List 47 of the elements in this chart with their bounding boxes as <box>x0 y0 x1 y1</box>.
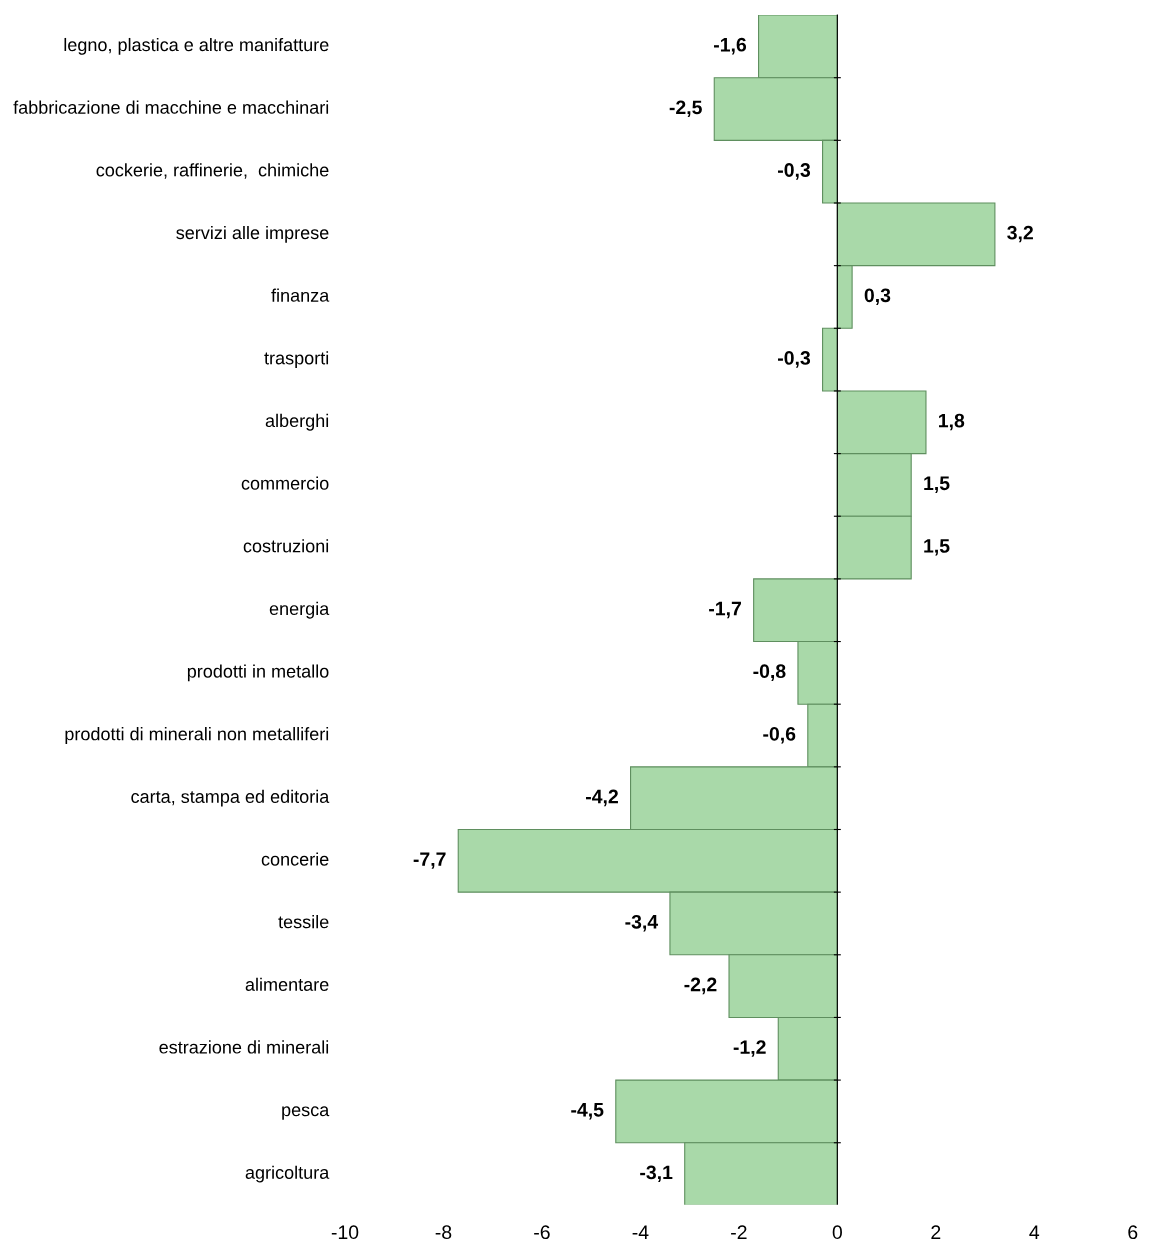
x-tick-label: 6 <box>1128 1225 1138 1240</box>
data-label: 3,2 <box>1007 225 1033 243</box>
y-tick-label: agricoltura <box>245 1165 330 1183</box>
data-label: -1,7 <box>709 601 741 619</box>
data-label: -4,5 <box>571 1103 604 1120</box>
data-label: 1,5 <box>924 539 950 556</box>
data-label: 0,3 <box>864 288 891 305</box>
data-label: -2,2 <box>684 977 717 995</box>
y-tick-label: alberghi <box>265 413 329 431</box>
y-tick-label: cockerie, raffinerie, chimiche <box>96 163 329 179</box>
x-tick-label: -8 <box>435 1225 452 1240</box>
data-label: -0,8 <box>753 664 786 681</box>
y-tick-label: prodotti in metallo <box>187 664 329 682</box>
x-tick-label: 0 <box>832 1225 842 1240</box>
data-label: -7,7 <box>413 852 446 869</box>
x-tick-label: -6 <box>534 1225 550 1240</box>
data-label: -0,3 <box>778 163 811 180</box>
data-label: -4,2 <box>586 789 618 807</box>
data-label: -1,2 <box>733 1040 766 1057</box>
y-tick-label: alimentare <box>245 977 329 991</box>
y-tick-label: finanza <box>271 288 330 302</box>
data-label: -0,3 <box>778 351 811 368</box>
data-label: -0,6 <box>763 726 796 744</box>
y-tick-label: fabbricazione di macchine e macchinari <box>13 100 329 114</box>
data-label: 1,8 <box>939 413 965 431</box>
y-tick-label: costruzioni <box>243 539 329 553</box>
data-label: 1,5 <box>924 476 950 493</box>
y-tick-label: trasporti <box>264 351 329 369</box>
data-label: -2,5 <box>669 100 702 118</box>
y-tick-label: pesca <box>282 1106 330 1120</box>
y-tick-label: tessile <box>278 915 329 929</box>
x-tick-label: 2 <box>931 1225 941 1239</box>
x-tick-label: -10 <box>331 1225 359 1240</box>
y-tick-label: prodotti di minerali non metalliferi <box>65 727 329 744</box>
data-label: -3,4 <box>625 914 659 932</box>
x-tick-label: -4 <box>632 1225 649 1239</box>
y-tick-label: concerie <box>261 852 329 866</box>
data-label: -1,6 <box>714 37 747 55</box>
y-tick-label: servizi alle imprese <box>176 225 329 243</box>
x-tick-label: -2 <box>731 1225 747 1239</box>
y-tick-label: estrazione di minerali <box>159 1040 329 1054</box>
y-tick-label: legno, plastica e altre manifatture <box>64 37 329 55</box>
data-label: -3,1 <box>640 1165 673 1183</box>
y-tick-label: commercio <box>241 476 329 490</box>
y-tick-label: energia <box>269 601 330 619</box>
x-tick-label: 4 <box>1029 1225 1040 1239</box>
y-tick-label: carta, stampa ed editoria <box>131 789 330 807</box>
